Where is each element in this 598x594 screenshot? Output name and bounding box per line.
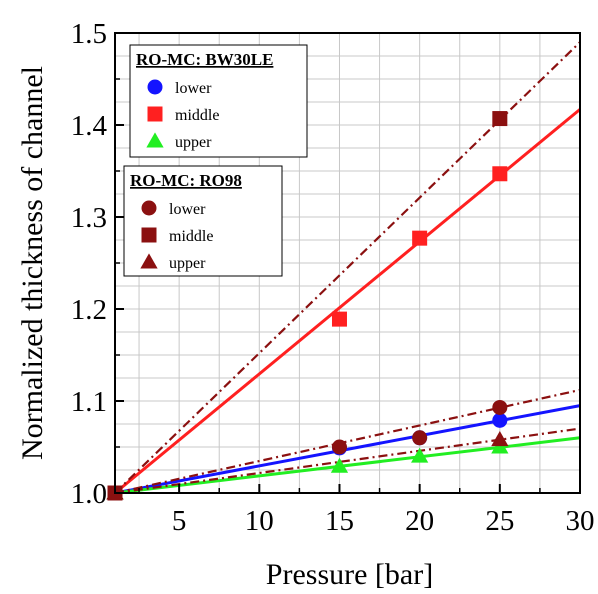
data-point-upper	[330, 457, 349, 473]
x-tick-label: 30	[566, 505, 595, 537]
y-tick-label: 1.3	[71, 202, 107, 234]
data-point-lower	[492, 412, 508, 428]
legend-label-upper: upper	[169, 255, 206, 272]
data-point-middle	[492, 166, 508, 182]
legend-label-middle: middle	[169, 228, 213, 245]
data-point-upper	[491, 431, 509, 447]
legend-box	[129, 44, 308, 158]
data-point-upper	[411, 447, 429, 463]
fit-line-upper	[114, 436, 581, 495]
y-tick-label: 1.0	[71, 478, 107, 510]
legend-label-lower: lower	[175, 80, 212, 97]
legend-title: RO-MC: RO98	[130, 171, 242, 190]
y-tick-label: 1.2	[71, 294, 107, 326]
axis-ticks	[115, 32, 581, 494]
y-tick-label: 1.5	[71, 18, 107, 50]
legend-label-lower: lower	[169, 201, 206, 218]
legend-title: RO-MC: BW30LE	[136, 50, 273, 69]
fit-line-lower	[114, 388, 581, 495]
legend-marker-middle	[141, 227, 157, 243]
fit-line-lower	[114, 404, 581, 495]
x-tick-label: 15	[325, 505, 354, 537]
legend-marker-upper	[140, 253, 158, 269]
data-points	[106, 111, 509, 501]
x-tick-label: 5	[172, 505, 187, 537]
legend-label-upper: upper	[175, 134, 212, 151]
data-point-middle	[412, 230, 428, 246]
legend-marker-lower	[147, 79, 163, 95]
x-axis-label: Pressure [bar]	[266, 558, 433, 591]
legend-group: RO-MC: BW30LE lower middle upper	[129, 44, 308, 158]
y-tick-label: 1.1	[71, 386, 107, 418]
x-tick-label: 25	[485, 505, 514, 537]
data-point-lower	[492, 399, 508, 415]
legend-label-middle: middle	[175, 107, 219, 124]
legend-group: RO-MC: RO98 lower middle upper	[123, 165, 283, 277]
tick-labels: 5 10 15 20 25 30 1.0 1.1 1.2 1.3 1.4 1.5	[71, 18, 595, 537]
y-tick-label: 1.4	[71, 110, 108, 142]
legend-marker-middle	[147, 106, 163, 122]
fit-line-upper	[114, 427, 581, 495]
data-point-middle	[492, 111, 508, 127]
legend-marker-upper	[146, 132, 164, 148]
data-point-lower	[412, 430, 428, 446]
data-point-lower	[331, 439, 347, 455]
x-tick-label: 20	[405, 505, 434, 537]
x-tick-label: 10	[245, 505, 274, 537]
data-point-middle	[331, 311, 347, 327]
legend-marker-lower	[141, 200, 157, 216]
y-axis-label: Normalized thickness of channel	[16, 66, 49, 460]
